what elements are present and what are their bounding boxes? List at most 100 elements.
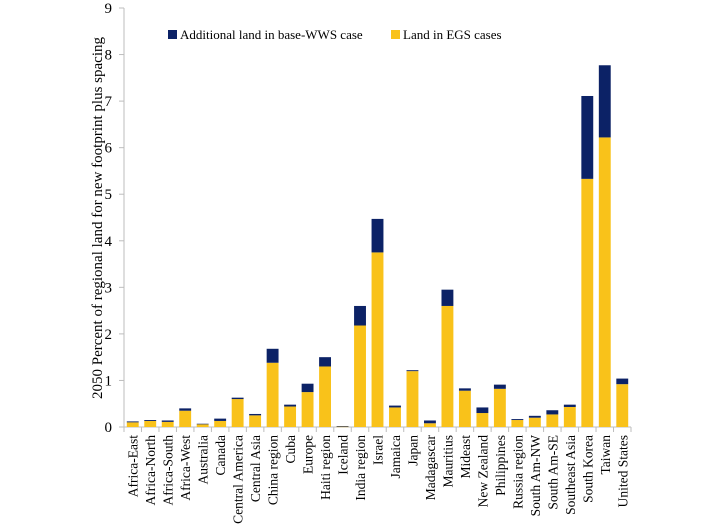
bar-additional-australia xyxy=(196,423,209,425)
bar-egs-taiwan xyxy=(598,137,611,427)
bar-additional-central-america xyxy=(231,397,244,400)
bar-egs-haiti-region xyxy=(319,366,331,427)
bar-additional-africa-west xyxy=(179,408,192,411)
y-tick-labels: 0 1 2 3 4 5 6 7 8 9 xyxy=(105,1,113,436)
bar-additional-madagascar xyxy=(424,420,436,424)
x-tick-label: Madagascar xyxy=(423,435,438,501)
bar-additional-united-states xyxy=(616,378,629,385)
bar-additional-south-am-se xyxy=(546,410,559,415)
bar-egs-cuba xyxy=(284,406,297,427)
bar-egs-europe xyxy=(301,392,314,427)
legend-label-additional: Additional land in base-WWS case xyxy=(180,27,363,42)
x-tick-label: Philippines xyxy=(493,435,508,496)
bar-additional-canada xyxy=(214,418,227,421)
bar-additional-new-zealand xyxy=(476,407,489,414)
bar-additional-haiti-region xyxy=(319,357,331,367)
bar-additional-jamaica xyxy=(389,405,401,408)
x-tick-label: Japan xyxy=(405,435,420,466)
bar-egs-central-america xyxy=(231,399,244,427)
bar-additional-africa-south xyxy=(161,420,174,422)
x-tick-label: United States xyxy=(615,435,630,507)
bar-additional-southeast-asia xyxy=(563,404,576,407)
bar-additional-china-region xyxy=(266,348,279,363)
bar-additional-south-am-nw xyxy=(528,415,541,418)
bar-additional-india-region xyxy=(354,305,366,326)
x-tick-label: Israel xyxy=(371,435,386,465)
y-tick-label: 8 xyxy=(105,48,113,64)
x-tick-labels: Africa-East Africa-North Africa-South Afric… xyxy=(126,435,631,524)
bar-additional-mideast xyxy=(458,388,471,391)
bar-egs-australia xyxy=(196,424,209,427)
x-tick-label: Jamaica xyxy=(388,435,403,478)
bar-egs-south-korea xyxy=(581,178,594,427)
x-tick-label: Africa-East xyxy=(126,435,141,497)
x-tick-label: Africa-West xyxy=(178,435,193,501)
bar-additional-japan xyxy=(406,370,419,372)
x-tick-label: Canada xyxy=(213,435,228,475)
bar-egs-madagascar xyxy=(424,423,436,427)
x-tick-label: New Zealand xyxy=(475,435,490,508)
bar-egs-japan xyxy=(406,371,419,427)
bar-egs-southeast-asia xyxy=(563,406,576,427)
bar-egs-mideast xyxy=(458,390,471,427)
x-tick-label: Central Asia xyxy=(248,435,263,502)
bar-egs-united-states xyxy=(616,384,629,427)
bar-egs-jamaica xyxy=(389,407,401,427)
bar-egs-south-am-se xyxy=(546,414,559,427)
bar-egs-africa-south xyxy=(161,421,174,427)
x-tick-label: Cuba xyxy=(283,435,298,464)
x-tick-label: India region xyxy=(353,435,368,501)
legend-label-egs: Land in EGS cases xyxy=(403,27,502,42)
x-tick-label: Australia xyxy=(196,435,211,485)
y-tick-label: 3 xyxy=(105,280,113,296)
bar-additional-mauritius xyxy=(441,289,454,306)
bar-additional-philippines xyxy=(493,384,506,389)
bar-additional-russia-region xyxy=(511,419,524,421)
x-tick-label: Haiti region xyxy=(318,435,333,500)
bar-egs-india-region xyxy=(354,325,366,427)
bar-additional-israel xyxy=(371,218,384,253)
x-tick-label: Southeast Asia xyxy=(563,435,578,515)
bar-egs-israel xyxy=(371,252,384,427)
legend-swatch-egs xyxy=(391,30,400,39)
x-tick-label: South Am-NW xyxy=(528,435,543,517)
bar-egs-canada xyxy=(214,420,227,427)
x-tick-label: Russia region xyxy=(510,435,525,509)
x-tick-label: Africa-South xyxy=(161,435,176,506)
bar-egs-iceland xyxy=(336,426,349,428)
bar-egs-central-asia xyxy=(249,415,262,427)
y-tick-label: 5 xyxy=(105,187,113,203)
bar-additional-cuba xyxy=(284,404,297,407)
bar-egs-china-region xyxy=(266,362,279,427)
y-tick-label: 1 xyxy=(105,373,113,389)
bars xyxy=(126,65,629,428)
x-tick-label: Iceland xyxy=(336,435,351,475)
bar-egs-russia-region xyxy=(511,420,524,427)
bar-egs-africa-east xyxy=(126,422,139,427)
bar-additional-taiwan xyxy=(598,65,611,138)
bar-additional-africa-east xyxy=(126,421,139,423)
bar-egs-africa-west xyxy=(179,410,192,427)
bar-additional-europe xyxy=(301,383,314,393)
x-tick-label: Taiwan xyxy=(598,435,613,475)
bar-additional-central-asia xyxy=(249,413,262,416)
x-tick-label: Central America xyxy=(231,435,246,524)
x-tick-label: Mauritius xyxy=(440,435,455,488)
x-tick-label: Europe xyxy=(301,435,316,474)
y-tick-label: 2 xyxy=(105,327,113,343)
y-tick-label: 6 xyxy=(105,141,113,157)
x-tick-label: South Am-SE xyxy=(545,435,560,510)
y-tick-label: 0 xyxy=(105,420,113,436)
y-axis-label: 2050 Percent of regional land for new fo… xyxy=(90,37,106,399)
bar-egs-africa-north xyxy=(144,420,157,427)
y-tick-label: 7 xyxy=(105,94,113,110)
bar-egs-mauritius xyxy=(441,305,454,427)
legend-swatch-additional xyxy=(168,30,177,39)
x-tick-label: Mideast xyxy=(458,435,473,479)
y-tick-label: 4 xyxy=(105,234,113,250)
x-tick-label: South Korea xyxy=(580,435,595,503)
x-tick-label: Africa-North xyxy=(143,435,158,506)
legend: Additional land in base-WWS case Land in… xyxy=(168,27,502,42)
bar-additional-south-korea xyxy=(581,95,594,179)
